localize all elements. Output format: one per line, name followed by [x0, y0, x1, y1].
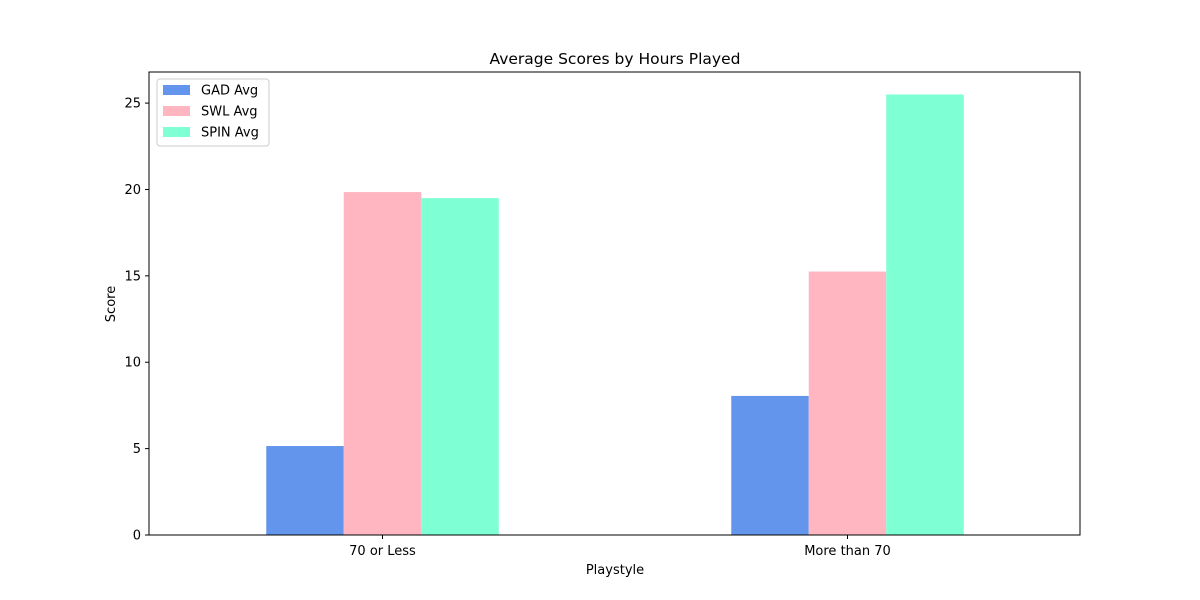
y-axis: 0 5 10 15 20 25 [124, 97, 149, 544]
legend: GAD Avg SWL Avg SPIN Avg [156, 78, 270, 147]
bars-group [266, 94, 964, 536]
legend-swatch [163, 106, 190, 116]
y-tick-label: 20 [124, 183, 141, 198]
y-axis-label: Score [104, 286, 119, 322]
y-tick-label: 25 [124, 97, 141, 112]
x-tick-label: 70 or Less [349, 544, 416, 559]
y-tick-label: 5 [133, 442, 141, 457]
y-tick-label: 10 [124, 356, 141, 371]
plot-frame [148, 71, 1081, 536]
x-tick-label: More than 70 [804, 544, 891, 559]
bar-swl-avg-1 [343, 192, 422, 535]
y-tick-label: 15 [124, 269, 141, 284]
legend-label: GAD Avg [201, 84, 258, 99]
bar-swl-avg-2 [808, 271, 887, 535]
chart-title: Average Scores by Hours Played [490, 50, 741, 68]
bar-gad-avg-2 [731, 395, 809, 535]
x-axis: 70 or Less More than 70 [349, 535, 891, 559]
y-tick-label: 0 [133, 529, 141, 544]
bar-spin-avg-1 [421, 198, 499, 535]
x-axis-label: Playstyle [586, 563, 644, 578]
bar-gad-avg-1 [266, 446, 344, 535]
legend-swatch [163, 85, 190, 95]
legend-label: SWL Avg [201, 105, 258, 120]
bar-spin-avg-2 [886, 94, 964, 536]
legend-label: SPIN Avg [201, 126, 259, 141]
legend-swatch [163, 127, 190, 137]
